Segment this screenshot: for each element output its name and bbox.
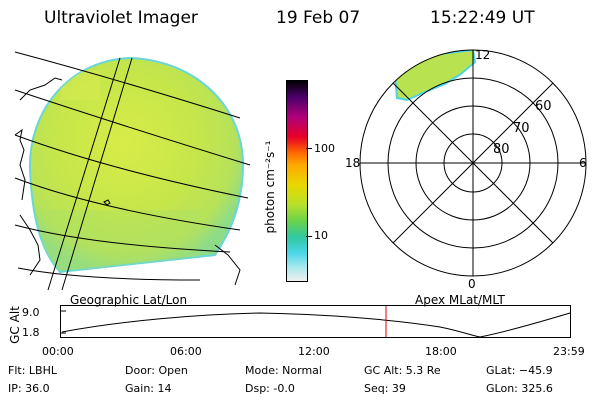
- status-mode: Mode: Normal: [245, 364, 322, 377]
- coastline-2: [14, 128, 26, 201]
- mlt-label-12: 12: [475, 48, 490, 62]
- date-label: 19 Feb 07: [276, 8, 361, 28]
- status-glon: GLon: 325.6: [486, 382, 553, 395]
- coastline-3: [19, 214, 41, 276]
- colorbar-label-100: 100: [314, 142, 335, 155]
- lat-label-80: 80: [493, 142, 510, 157]
- apex-caption: Apex MLat/MLT: [415, 293, 505, 307]
- geographic-caption: Geographic Lat/Lon: [70, 293, 188, 307]
- colorbar-unit-label: photon cm⁻²s⁻¹: [263, 140, 277, 234]
- colorbar-label-10: 10: [314, 229, 328, 242]
- altitude-curve: [61, 312, 571, 338]
- status-glat: GLat: −45.9: [486, 364, 553, 377]
- x-tick-2359: 23:59: [553, 345, 585, 358]
- instrument-title: Ultraviolet Imager: [44, 8, 198, 28]
- x-tick-1800: 18:00: [425, 345, 457, 358]
- status-door: Door: Open: [125, 364, 188, 377]
- polar-plot: 12 0 18 6 60 70 80: [345, 48, 587, 291]
- status-dsp: Dsp: -0.0: [245, 382, 295, 395]
- graticule: [14, 51, 251, 290]
- altitude-ymax: 9.0: [22, 306, 40, 319]
- colorbar: [286, 80, 308, 282]
- mlt-label-0: 0: [468, 277, 476, 291]
- lat-label-60: 60: [535, 99, 552, 114]
- polar-uv-patch: [393, 50, 477, 102]
- colorbar-tick-100: [306, 148, 312, 149]
- geographic-image-panel: [14, 51, 251, 290]
- mlt-label-6: 6: [579, 156, 587, 170]
- altitude-frame: [60, 305, 571, 338]
- altitude-ymin: 1.8: [22, 326, 40, 339]
- status-gc-alt: GC Alt: 5.3 Re: [364, 364, 441, 377]
- island: [103, 199, 111, 206]
- time-label: 15:22:49 UT: [430, 8, 535, 28]
- status-ip: IP: 36.0: [8, 382, 50, 395]
- altitude-ylabel: GC Alt: [8, 306, 22, 344]
- status-seq: Seq: 39: [364, 382, 406, 395]
- mlt-label-18: 18: [345, 156, 360, 170]
- status-gain: Gain: 14: [125, 382, 172, 395]
- colorbar-tick-10: [306, 236, 312, 237]
- x-tick-1200: 12:00: [298, 345, 330, 358]
- coastline-1: [19, 77, 63, 101]
- coastline-4: [214, 244, 241, 286]
- x-tick-0600: 06:00: [170, 345, 202, 358]
- altitude-plot: [60, 305, 571, 338]
- x-tick-0000: 00:00: [42, 345, 74, 358]
- lat-label-70: 70: [513, 121, 530, 136]
- status-flt: Flt: LBHL: [8, 364, 57, 377]
